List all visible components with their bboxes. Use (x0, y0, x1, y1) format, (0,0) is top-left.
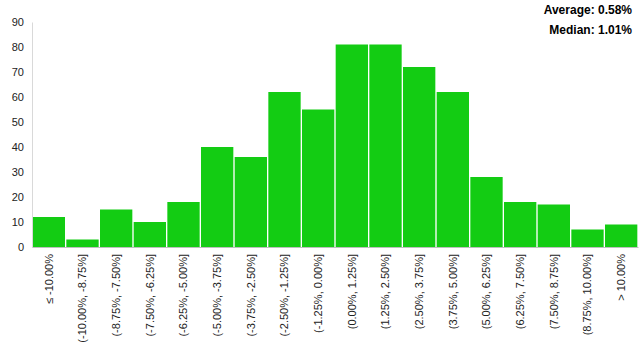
x-tick: (5.00%, 6.25%] (480, 247, 492, 329)
x-tick: (-5.00%, -3.75%] (211, 247, 223, 337)
bar (336, 45, 368, 248)
bar (201, 147, 233, 247)
bar (605, 225, 637, 248)
y-tick: 40 (12, 141, 32, 153)
bar (437, 92, 469, 247)
y-tick: 90 (12, 16, 32, 28)
y-tick-label: 50 (12, 116, 24, 128)
x-tick-label: (-6.25%, -5.00%] (177, 254, 189, 337)
y-tick-label: 90 (12, 16, 24, 28)
bar (369, 45, 401, 248)
annotation: Median: 1.01% (549, 23, 632, 37)
y-tick-label: 70 (12, 66, 24, 78)
x-tick-label: (5.00%, 6.25%] (480, 254, 492, 329)
x-tick: (-2.50%, -1.25%] (278, 247, 290, 337)
annotations: Average: 0.58% Median: 1.01% (544, 3, 633, 37)
bar (100, 210, 132, 248)
bar (504, 202, 536, 247)
y-tick-label: 40 (12, 141, 24, 153)
annotation: Average: 0.58% (544, 3, 633, 17)
bar (470, 177, 502, 247)
x-tick-label: (6.25%, 7.50%] (514, 254, 526, 329)
bar (33, 217, 65, 247)
x-tick: (-10.00%, -8.75%] (76, 247, 88, 343)
x-tick: (-1.25%, 0.00%] (312, 247, 324, 333)
plot: 0 10 20 30 40 50 60 70 80 90 ≤ -10.00% (-10.00%, -8… (12, 16, 639, 343)
x-tick-label: (-10.00%, -8.75%] (76, 254, 88, 343)
y-tick-label: 80 (12, 41, 24, 53)
x-tick: (-7.50%, -6.25%] (144, 247, 156, 337)
y-tick: 10 (12, 216, 32, 228)
bar (302, 110, 334, 248)
x-tick: (-3.75%, -2.50%] (245, 247, 257, 337)
x-tick-label: (-8.75%, -7.50%] (110, 254, 122, 337)
x-axis-line (33, 247, 639, 248)
x-tick-label: (2.50%, 3.75%] (413, 254, 425, 329)
bar (167, 202, 199, 247)
x-tick: > 10.00% (615, 247, 627, 301)
x-tick: ≤ -10.00% (43, 247, 55, 304)
bar (403, 67, 435, 247)
bar (538, 205, 570, 248)
bar (235, 157, 267, 247)
y-tick-label: 30 (12, 166, 24, 178)
y-tick: 30 (12, 166, 32, 178)
x-tick-label: (-2.50%, -1.25%] (278, 254, 290, 337)
y-tick: 0 (18, 241, 32, 253)
y-tick: 50 (12, 116, 32, 128)
y-axis-line (32, 23, 33, 248)
x-tick: (2.50%, 3.75%] (413, 247, 425, 329)
x-tick-label: (8.75%, 10.00%] (581, 254, 593, 335)
x-tick: (7.50%, 8.75%] (548, 247, 560, 329)
y-tick-label: 0 (18, 241, 24, 253)
x-tick: (6.25%, 7.50%] (514, 247, 526, 329)
y-tick-label: 60 (12, 91, 24, 103)
x-tick-label: (7.50%, 8.75%] (548, 254, 560, 329)
x-tick-label: (-5.00%, -3.75%] (211, 254, 223, 337)
x-tick-label: (1.25%, 2.50%] (379, 254, 391, 329)
x-tick: (1.25%, 2.50%] (379, 247, 391, 329)
y-tick: 70 (12, 66, 32, 78)
y-tick: 80 (12, 41, 32, 53)
x-tick: (0.00%, 1.25%] (346, 247, 358, 329)
y-axis: 0 10 20 30 40 50 60 70 80 90 (12, 16, 33, 253)
bar (571, 230, 603, 248)
y-tick: 20 (12, 191, 32, 203)
bar (66, 240, 98, 248)
bars (33, 45, 638, 248)
x-tick: (8.75%, 10.00%] (581, 247, 593, 335)
y-tick-label: 10 (12, 216, 24, 228)
x-tick: (3.75%, 5.00%] (447, 247, 459, 329)
x-tick-label: (-1.25%, 0.00%] (312, 254, 324, 333)
bar (134, 222, 166, 247)
bar (268, 92, 300, 247)
x-tick-label: > 10.00% (615, 254, 627, 301)
x-tick-label: (3.75%, 5.00%] (447, 254, 459, 329)
y-tick: 60 (12, 91, 32, 103)
chart: 0 10 20 30 40 50 60 70 80 90 ≤ -10.00% (-10.00%, -8… (0, 0, 640, 343)
x-tick: (-8.75%, -7.50%] (110, 247, 122, 337)
x-tick: (-6.25%, -5.00%] (177, 247, 189, 337)
y-tick-label: 20 (12, 191, 24, 203)
x-tick-label: (-3.75%, -2.50%] (245, 254, 257, 337)
x-tick-label: (0.00%, 1.25%] (346, 254, 358, 329)
x-tick-label: ≤ -10.00% (43, 254, 55, 304)
x-tick-label: (-7.50%, -6.25%] (144, 254, 156, 337)
x-axis: ≤ -10.00% (-10.00%, -8.75%] (-8.75%, -7.50… (33, 247, 639, 343)
